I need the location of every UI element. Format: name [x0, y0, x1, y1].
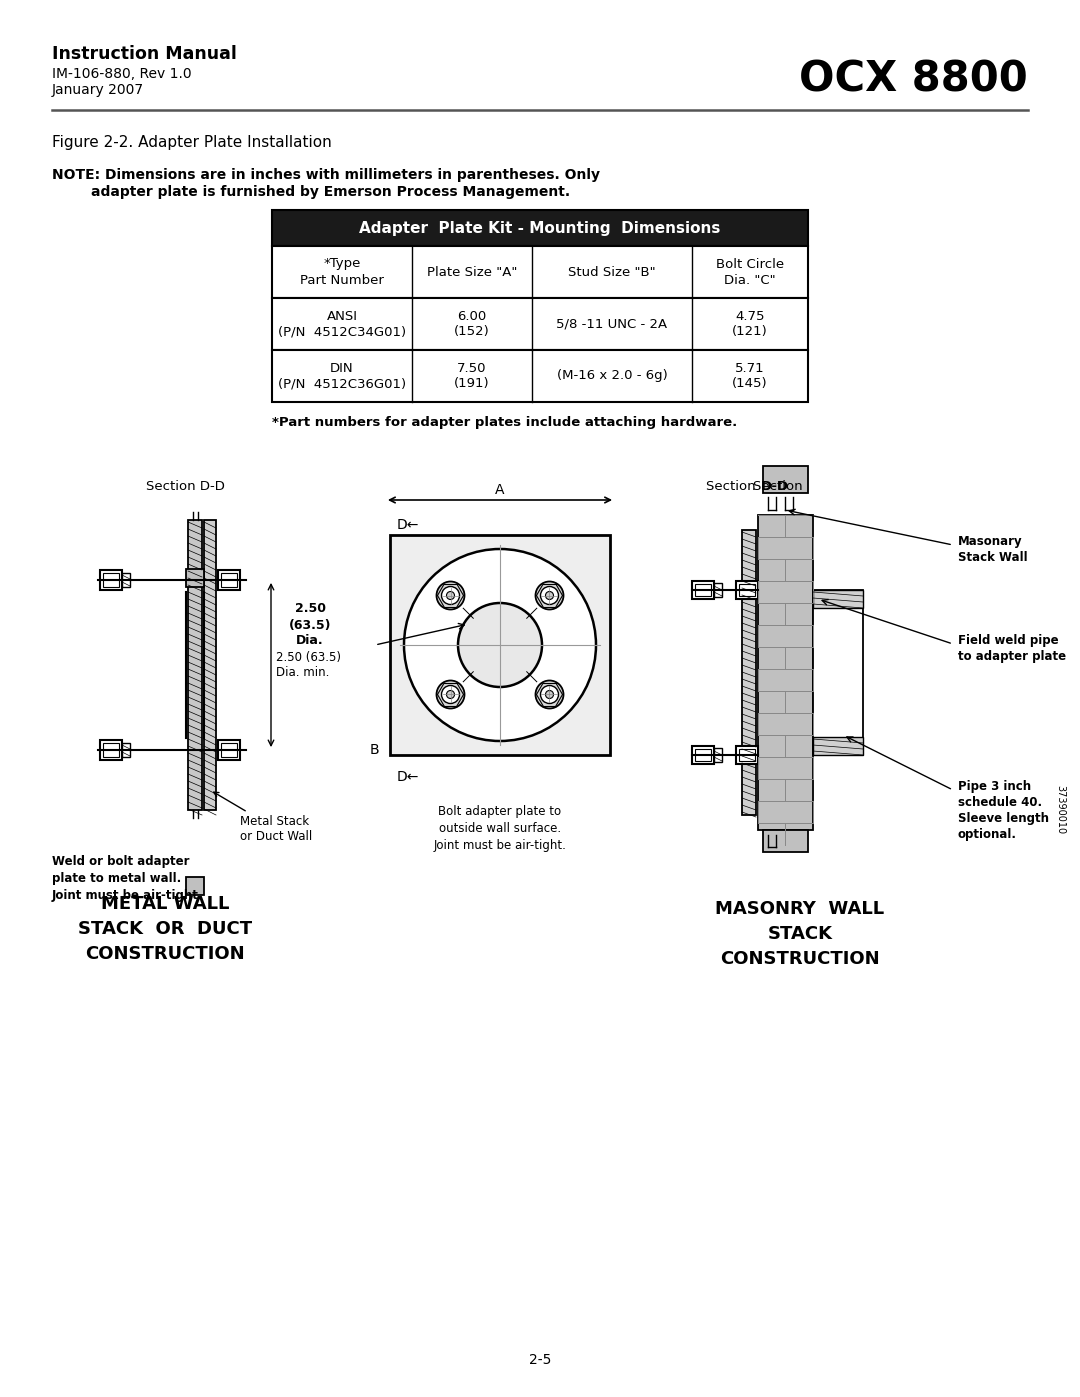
Text: Bolt adapter plate to
outside wall surface.
Joint must be air-tight.: Bolt adapter plate to outside wall surfa… [433, 805, 566, 852]
Bar [204, 520, 216, 810]
Bar [122, 573, 130, 587]
Bar [813, 590, 863, 608]
Circle shape [458, 604, 542, 687]
Text: Section: Section [706, 481, 760, 493]
Bar [762, 830, 808, 852]
Bar [122, 743, 130, 757]
Text: 5.71
(145): 5.71 (145) [732, 362, 768, 391]
Bar [272, 298, 808, 351]
Bar [813, 738, 863, 754]
Bar [758, 515, 813, 830]
Circle shape [436, 680, 464, 708]
Bar [739, 584, 755, 597]
Bar [714, 583, 723, 597]
Bar [272, 210, 808, 246]
Bar [739, 749, 755, 761]
Bar [762, 467, 808, 493]
Circle shape [442, 587, 459, 605]
Text: 7.50
(191): 7.50 (191) [455, 362, 490, 391]
Text: B: B [369, 743, 379, 757]
Text: NOTE: Dimensions are in inches with millimeters in parentheses. Only: NOTE: Dimensions are in inches with mill… [52, 168, 600, 182]
Circle shape [540, 587, 558, 605]
Text: 2.50 (63.5)
Dia. min.: 2.50 (63.5) Dia. min. [276, 651, 341, 679]
Bar [390, 535, 610, 754]
Text: Field weld pipe
to adapter plate: Field weld pipe to adapter plate [958, 634, 1066, 664]
Bar [696, 749, 711, 761]
Text: *Part numbers for adapter plates include attaching hardware.: *Part numbers for adapter plates include… [272, 416, 738, 429]
Bar [272, 351, 808, 402]
Bar [103, 573, 119, 587]
Circle shape [442, 686, 459, 704]
Bar [272, 246, 808, 298]
Bar [735, 581, 758, 599]
Text: 4.75
(121): 4.75 (121) [732, 310, 768, 338]
Bar [696, 584, 711, 597]
Text: 2-5: 2-5 [529, 1354, 551, 1368]
Bar [813, 590, 863, 754]
Text: ANSI
(P/N  4512C34G01): ANSI (P/N 4512C34G01) [278, 310, 406, 338]
Text: Section: Section [753, 481, 807, 493]
Text: Figure 2-2. Adapter Plate Installation: Figure 2-2. Adapter Plate Installation [52, 136, 332, 149]
Circle shape [436, 581, 464, 609]
Text: 6.00
(152): 6.00 (152) [454, 310, 490, 338]
Text: OCX 8800: OCX 8800 [799, 59, 1028, 101]
Text: D←: D← [397, 770, 419, 784]
Circle shape [536, 680, 564, 708]
Bar [221, 573, 237, 587]
Circle shape [545, 591, 553, 599]
Polygon shape [186, 569, 204, 587]
Text: Plate Size "A": Plate Size "A" [427, 265, 517, 278]
Circle shape [545, 690, 553, 698]
Bar [692, 746, 714, 764]
Text: Adapter  Plate Kit - Mounting  Dimensions: Adapter Plate Kit - Mounting Dimensions [360, 221, 720, 236]
Text: Metal Stack
or Duct Wall: Metal Stack or Duct Wall [214, 792, 312, 842]
Circle shape [446, 690, 455, 698]
Bar [100, 740, 122, 760]
Polygon shape [186, 877, 204, 895]
Text: Section D-D: Section D-D [146, 481, 225, 493]
Text: January 2007: January 2007 [52, 82, 144, 96]
Text: 5/8 -11 UNC - 2A: 5/8 -11 UNC - 2A [556, 317, 667, 331]
Text: DIN
(P/N  4512C36G01): DIN (P/N 4512C36G01) [278, 362, 406, 391]
Text: 37390010: 37390010 [1055, 785, 1065, 834]
Text: Instruction Manual: Instruction Manual [52, 45, 237, 63]
Circle shape [540, 686, 558, 704]
Text: *Type
Part Number: *Type Part Number [300, 257, 383, 286]
Text: adapter plate is furnished by Emerson Process Management.: adapter plate is furnished by Emerson Pr… [52, 184, 570, 198]
Text: IM-106-880, Rev 1.0: IM-106-880, Rev 1.0 [52, 67, 191, 81]
Text: (M-16 x 2.0 - 6g): (M-16 x 2.0 - 6g) [556, 369, 667, 383]
Text: D-D: D-D [761, 481, 789, 493]
Bar [188, 520, 202, 810]
Bar [714, 747, 723, 761]
Text: Weld or bolt adapter
plate to metal wall.
Joint must be air-tight.: Weld or bolt adapter plate to metal wall… [52, 855, 203, 902]
Text: A: A [496, 483, 504, 497]
Text: 2.50
(63.5)
Dia.: 2.50 (63.5) Dia. [288, 602, 332, 647]
Text: Bolt Circle
Dia. "C": Bolt Circle Dia. "C" [716, 257, 784, 286]
Bar [735, 746, 758, 764]
Text: D←: D← [397, 518, 419, 532]
Text: METAL WALL
STACK  OR  DUCT
CONSTRUCTION: METAL WALL STACK OR DUCT CONSTRUCTION [78, 895, 252, 963]
Circle shape [404, 549, 596, 740]
Text: Stud Size "B": Stud Size "B" [568, 265, 656, 278]
Bar [221, 743, 237, 757]
Text: MASONRY  WALL
STACK
CONSTRUCTION: MASONRY WALL STACK CONSTRUCTION [715, 900, 885, 968]
Bar [218, 570, 240, 590]
Text: Masonary
Stack Wall: Masonary Stack Wall [958, 535, 1028, 564]
Bar [742, 529, 756, 814]
Circle shape [446, 591, 455, 599]
Bar [218, 740, 240, 760]
Circle shape [536, 581, 564, 609]
Bar [692, 581, 714, 599]
Bar [100, 570, 122, 590]
Bar [103, 743, 119, 757]
Text: Pipe 3 inch
schedule 40.
Sleeve length
optional.: Pipe 3 inch schedule 40. Sleeve length o… [958, 780, 1049, 841]
